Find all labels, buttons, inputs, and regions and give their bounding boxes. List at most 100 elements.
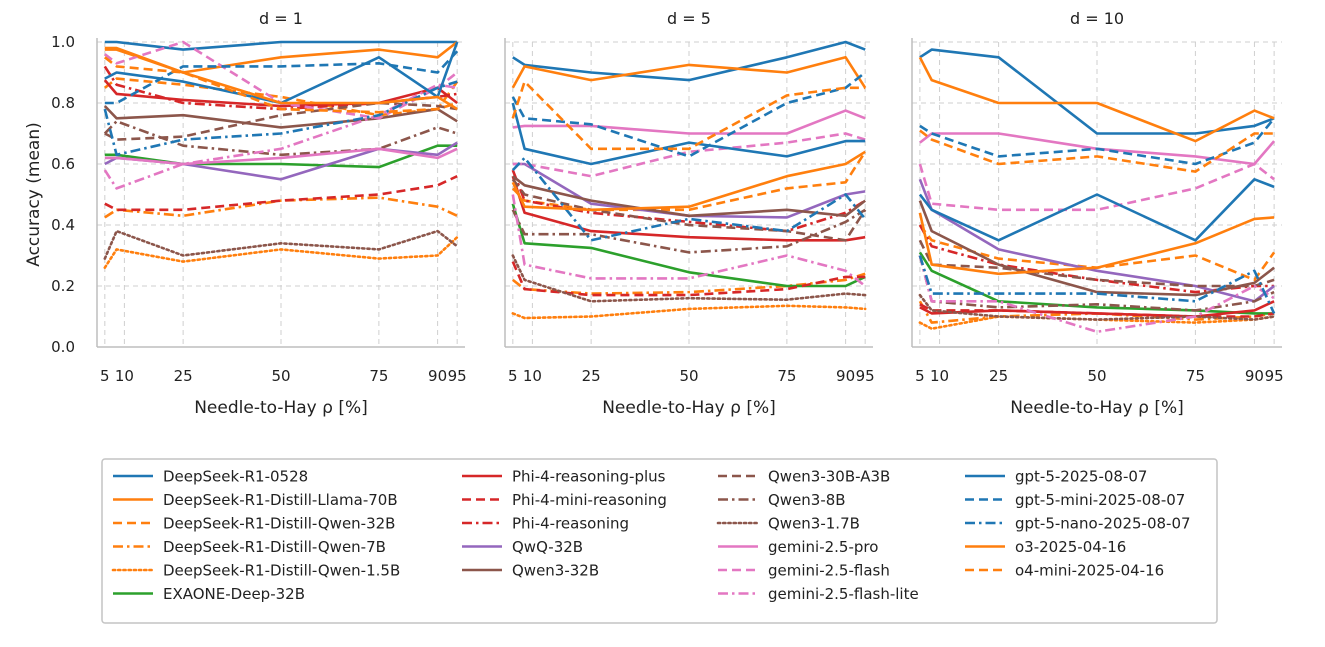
series-line (512, 175, 866, 218)
y-tick-label: 1.0 (51, 33, 75, 51)
series-line (511, 304, 867, 320)
panel-1: d = 1 0.0 0.2 0.4 0.6 0.8 1.0 Accuracy (mean) 5 1… (24, 9, 467, 418)
x-tick-label: 25 (174, 367, 193, 385)
series-line (103, 120, 458, 157)
series-line (511, 178, 867, 242)
x-tick-label: 75 (777, 367, 796, 385)
legend-label: EXAONE-Deep-32B (163, 585, 305, 603)
panel-title: d = 10 (1070, 9, 1124, 28)
series-line (103, 80, 458, 157)
y-tick-label: 0.6 (51, 155, 75, 173)
x-tick-label: 90 (1245, 367, 1264, 385)
x-tick-label: 50 (1087, 367, 1106, 385)
x-tick-label: 90 (836, 367, 855, 385)
x-tick-label: 10 (523, 367, 542, 385)
series-line (511, 80, 866, 151)
x-tick-label: 50 (271, 367, 290, 385)
series-line (918, 56, 1275, 143)
legend-label: DeepSeek-R1-Distill-Llama-70B (163, 491, 398, 509)
x-tick-label: 10 (930, 367, 949, 385)
series-line (104, 40, 458, 51)
legend-label: QwQ-32B (512, 538, 583, 556)
legend-label: gemini-2.5-flash-lite (768, 585, 919, 603)
legend-label: o3-2025-04-16 (1015, 538, 1126, 556)
x-tick-label: 25 (582, 367, 601, 385)
series-line (104, 101, 458, 141)
x-tick-label: 5 (508, 367, 518, 385)
x-tick-label: 95 (448, 367, 467, 385)
x-tick-label: 50 (679, 367, 698, 385)
x-axis-label: Needle-to-Hay ρ [%] (194, 398, 368, 418)
series-line (512, 40, 866, 82)
legend-label: DeepSeek-R1-Distill-Qwen-7B (163, 538, 386, 556)
legend-box (101, 458, 1218, 624)
series-line (511, 254, 867, 303)
series-line (511, 55, 867, 89)
series-line (511, 150, 866, 212)
legend-label: DeepSeek-R1-0528 (163, 468, 308, 486)
x-tick-label: 5 (915, 367, 925, 385)
legend-label: DeepSeek-R1-Distill-Qwen-1.5B (163, 562, 400, 580)
legend-label: gpt-5-nano-2025-08-07 (1015, 515, 1191, 533)
legend-label: Qwen3-8B (768, 491, 846, 509)
series-line (511, 169, 866, 233)
x-tick-label: 10 (115, 367, 134, 385)
series-line (918, 255, 1275, 334)
series-line (511, 194, 866, 288)
series-line (104, 50, 459, 105)
legend-label: Qwen3-30B-A3B (768, 468, 890, 486)
legend-label: Phi-4-reasoning (512, 515, 629, 533)
series-line (919, 48, 1275, 135)
panel-title: d = 5 (667, 9, 711, 28)
series-line (511, 151, 867, 212)
series-line (918, 200, 1275, 297)
series-line (512, 109, 866, 135)
legend-label: Phi-4-mini-reasoning (512, 491, 667, 509)
series-line (103, 83, 458, 190)
x-tick-label: 25 (989, 367, 1008, 385)
series-line (511, 261, 866, 297)
series-line (511, 102, 866, 166)
series-line (511, 156, 867, 242)
legend: DeepSeek-R1-0528 DeepSeek-R1-Distill-Llam… (101, 458, 1218, 624)
x-tick-label: 95 (856, 367, 875, 385)
x-tick-label: 95 (1265, 367, 1284, 385)
y-axis-label: Accuracy (mean) (24, 122, 44, 267)
x-tick-label: 75 (1186, 367, 1205, 385)
legend-label: Phi-4-reasoning-plus (512, 468, 666, 486)
legend-label: Qwen3-1.7B (768, 515, 860, 533)
series-line (512, 132, 866, 178)
series-line (511, 208, 866, 254)
series-line (919, 117, 1276, 166)
y-tick-label: 0.8 (51, 94, 75, 112)
series-line (919, 129, 1275, 173)
y-tick-label: 0.2 (51, 277, 75, 295)
legend-label: Qwen3-32B (512, 562, 599, 580)
series-line (104, 40, 458, 74)
series-line (511, 71, 866, 158)
legend-label: gpt-5-mini-2025-08-07 (1015, 491, 1185, 509)
series-line (918, 255, 1276, 314)
y-tick-label: 0.4 (51, 216, 75, 234)
panel-title: d = 1 (259, 9, 303, 28)
series-line (918, 162, 1275, 212)
legend-label: gemini-2.5-flash (768, 562, 890, 580)
series-line (103, 235, 459, 270)
series-line (104, 46, 458, 111)
x-axis-label: Needle-to-Hay ρ [%] (1010, 398, 1184, 418)
series-line (918, 251, 1275, 315)
series-line (511, 203, 866, 288)
series-line (919, 303, 1275, 318)
panel-2: d = 5 5 10 25 50 75 90 95 Needle-to-Hay ρ [%] (504, 9, 875, 418)
legend-label: o4-mini-2025-04-16 (1015, 562, 1164, 580)
series-line (103, 229, 459, 260)
x-tick-label: 75 (369, 367, 388, 385)
legend-label: gpt-5-2025-08-07 (1015, 468, 1147, 486)
series-line (919, 300, 1275, 318)
x-axis-label: Needle-to-Hay ρ [%] (602, 398, 776, 418)
series-line (104, 196, 458, 219)
series-line (104, 147, 458, 166)
legend-label: DeepSeek-R1-Distill-Qwen-32B (163, 515, 395, 533)
